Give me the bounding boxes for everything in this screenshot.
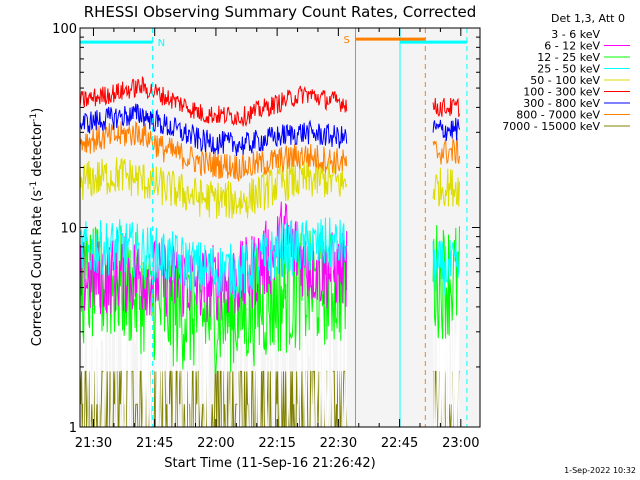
legend-label-7: 800 - 7000 keV <box>516 109 600 122</box>
series-line-50-100-keV <box>80 157 348 219</box>
series-line-800-7000-keV <box>432 137 460 165</box>
y-tick-label: 10 <box>60 222 77 237</box>
x-tick-label: 22:00 <box>197 436 234 451</box>
series-line-12-25-keV <box>432 224 460 340</box>
x-axis-label: Start Time (11-Sep-16 21:26:42) <box>164 456 375 471</box>
chart-title: RHESSI Observing Summary Count Rates, Co… <box>84 3 477 21</box>
x-tick-label: 22:30 <box>320 436 357 451</box>
y-axis-label-sup2: -1 <box>29 113 39 122</box>
y-axis-label: Corrected Count Rate (s-1 detector-1) <box>29 108 45 346</box>
plot-inner <box>80 75 460 427</box>
series-line-50-100-keV <box>432 167 460 207</box>
series-line-100-300-keV <box>80 75 348 127</box>
legend-label-2: 12 - 25 keV <box>537 51 600 64</box>
legend-title: Det 1,3, Att 0 <box>551 12 625 25</box>
flag-label-N: N <box>158 38 165 49</box>
x-tick-label: 22:15 <box>258 436 295 451</box>
x-tick-label: 23:00 <box>442 436 479 451</box>
legend-label-8: 7000 - 15000 keV <box>502 120 600 133</box>
legend-label-3: 25 - 50 keV <box>537 63 600 76</box>
series-line-25-50-keV <box>432 239 460 296</box>
series-line-300-800-keV <box>432 117 460 141</box>
y-axis-label-mid: detector <box>30 121 45 181</box>
y-tick-label: 1 <box>69 421 77 436</box>
flag-label-S: S <box>344 35 350 46</box>
y-tick-label: 100 <box>52 22 77 37</box>
y-axis-label-sup1: -1 <box>29 181 39 190</box>
footer-date: 1-Sep-2022 10:32 <box>564 466 636 475</box>
x-tick-label: 21:30 <box>75 436 112 451</box>
y-axis-label-main: Corrected Count Rate (s <box>30 190 45 347</box>
axes: 1 10 100 21:30 21:45 22:00 22:15 22:30 22:45 23:0… <box>52 22 481 451</box>
series-line-25-50-keV <box>80 217 348 299</box>
series-line-800-7000-keV <box>80 120 348 183</box>
legend-label-6: 300 - 800 keV <box>523 97 600 110</box>
series-line-100-300-keV <box>432 97 460 118</box>
x-tick-label: 22:45 <box>381 436 418 451</box>
legend-label-5: 100 - 300 keV <box>523 86 600 99</box>
y-axis-label-end: ) <box>30 108 45 113</box>
x-tick-label: 21:45 <box>136 436 173 451</box>
legend-label-1: 6 - 12 keV <box>544 40 600 53</box>
legend-label-4: 50 - 100 keV <box>530 74 600 87</box>
legend-label-0: 3 - 6 keV <box>551 28 600 41</box>
series-line-300-800-keV <box>80 103 348 157</box>
